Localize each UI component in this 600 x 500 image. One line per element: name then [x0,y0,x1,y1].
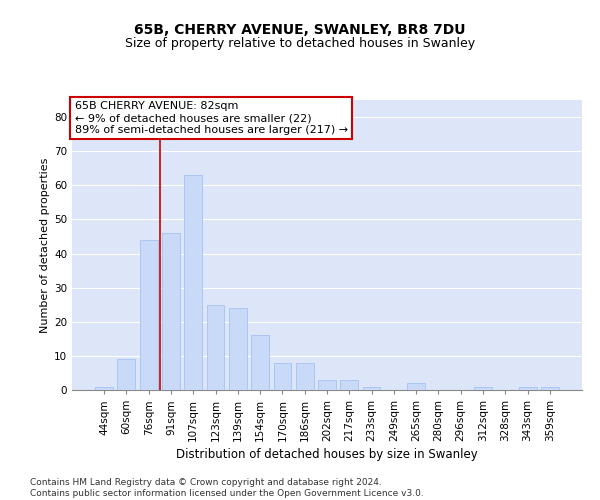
Bar [162,233,180,390]
Bar [206,304,224,390]
Bar [118,360,136,390]
Text: 65B CHERRY AVENUE: 82sqm
← 9% of detached houses are smaller (22)
89% of semi-de: 65B CHERRY AVENUE: 82sqm ← 9% of detache… [74,102,347,134]
Text: Contains HM Land Registry data © Crown copyright and database right 2024.
Contai: Contains HM Land Registry data © Crown c… [30,478,424,498]
Bar [407,383,425,390]
Bar [251,336,269,390]
Y-axis label: Number of detached properties: Number of detached properties [40,158,50,332]
Bar [474,386,492,390]
Bar [296,362,314,390]
Bar [184,175,202,390]
X-axis label: Distribution of detached houses by size in Swanley: Distribution of detached houses by size … [176,448,478,461]
Bar [318,380,336,390]
Bar [229,308,247,390]
Bar [541,386,559,390]
Bar [518,386,536,390]
Bar [362,386,380,390]
Text: 65B, CHERRY AVENUE, SWANLEY, BR8 7DU: 65B, CHERRY AVENUE, SWANLEY, BR8 7DU [134,22,466,36]
Bar [95,386,113,390]
Bar [140,240,158,390]
Text: Size of property relative to detached houses in Swanley: Size of property relative to detached ho… [125,38,475,51]
Bar [274,362,292,390]
Bar [340,380,358,390]
